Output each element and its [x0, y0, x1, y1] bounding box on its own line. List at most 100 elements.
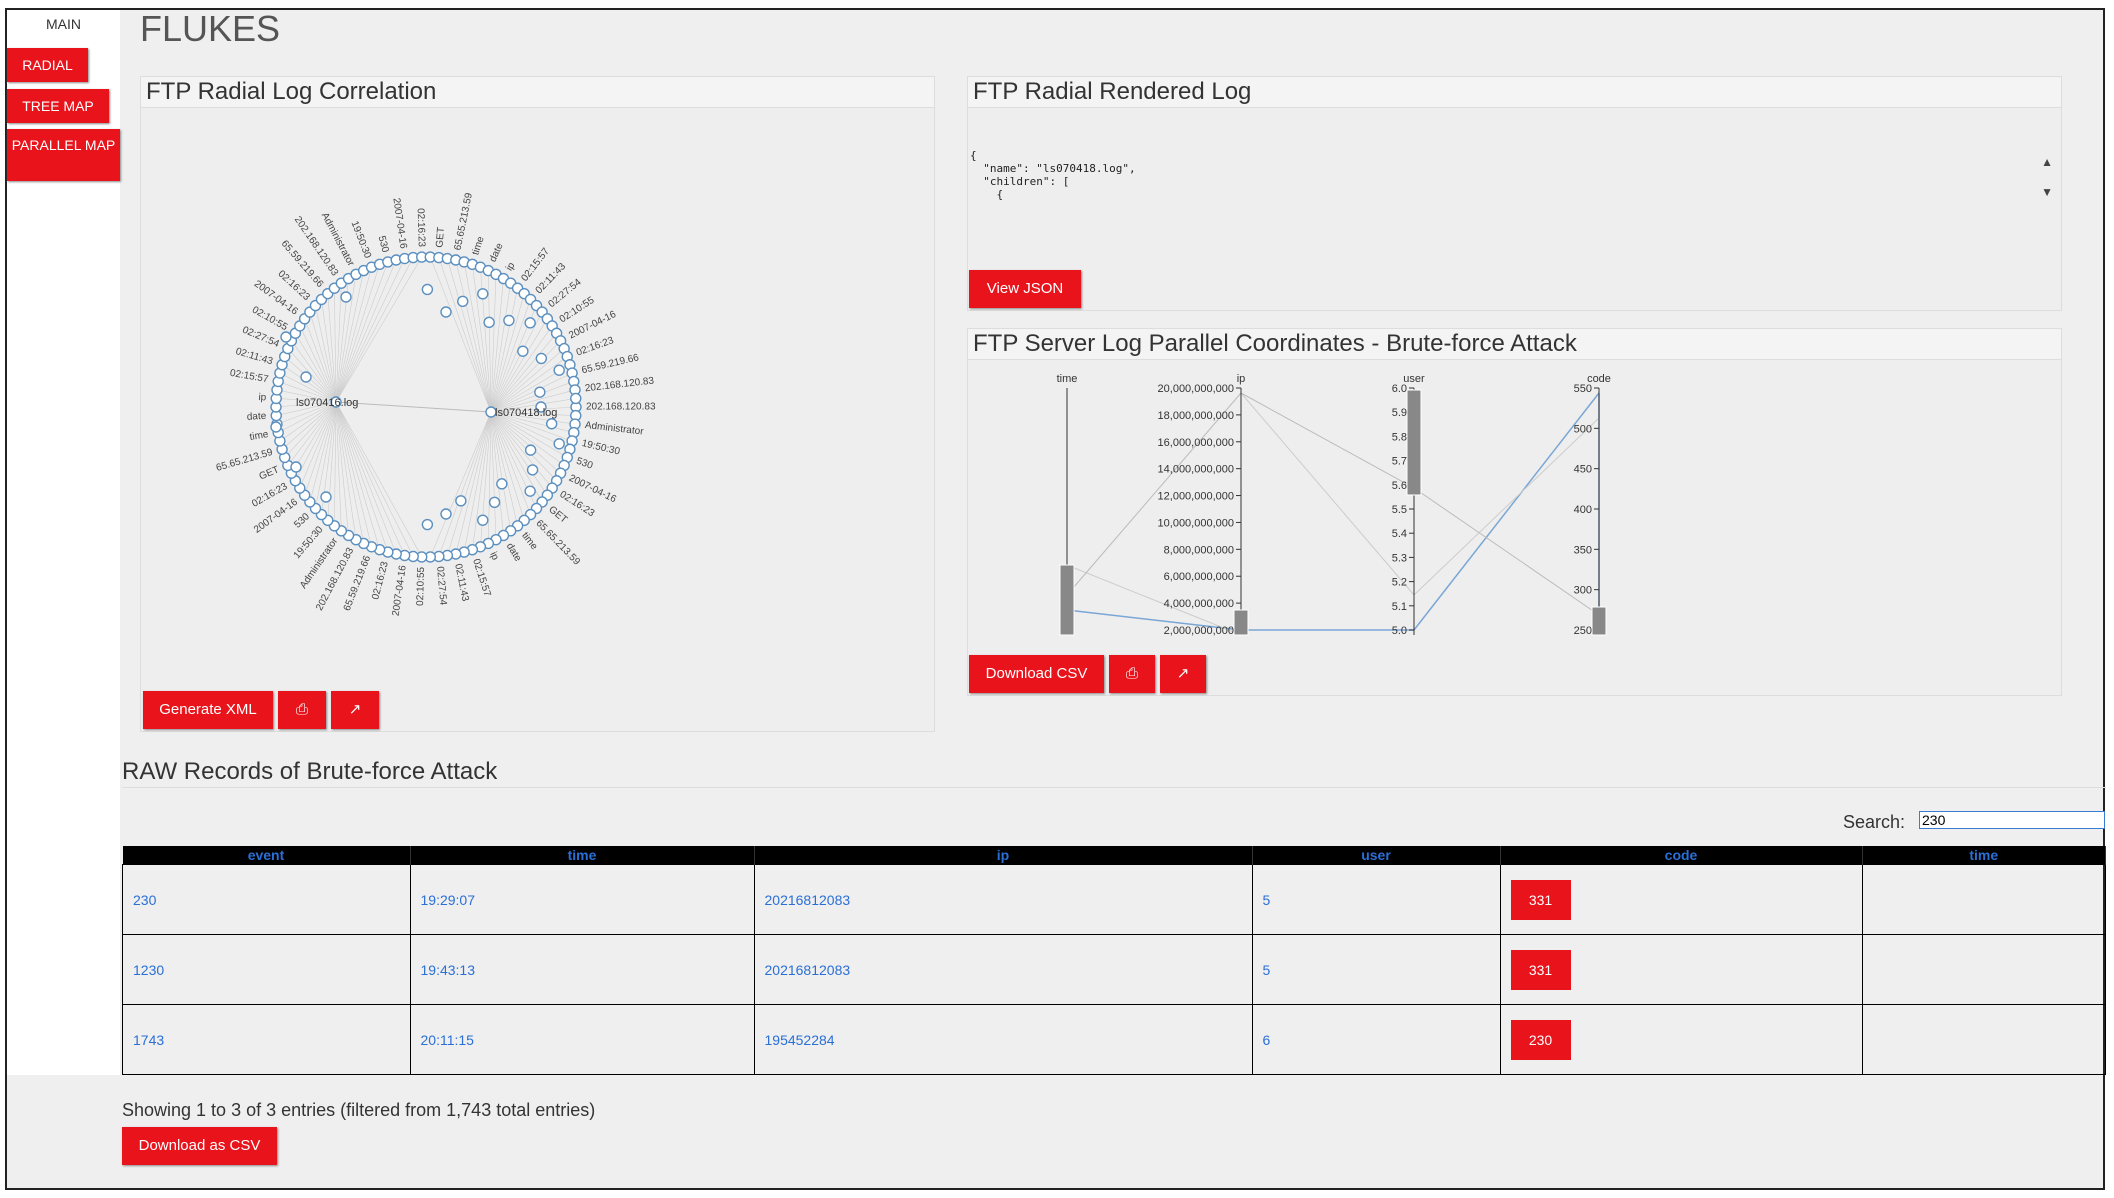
parallel-tick-label: 5.1: [1392, 601, 1407, 613]
radial-node-label: 202.168.120.83: [586, 402, 656, 413]
radial-link: [281, 401, 337, 450]
radial-link: [335, 401, 422, 558]
radial-link: [490, 299, 531, 413]
radial-link: [335, 401, 380, 550]
radial-node-label: 65.65.213.59: [533, 518, 582, 568]
radial-link: [335, 274, 357, 403]
radial-link: [490, 411, 557, 481]
parallel-tick-label: 500: [1574, 423, 1592, 435]
radial-link: [278, 381, 337, 403]
export-button-2[interactable]: ↗: [1160, 655, 1206, 693]
generate-xml-button[interactable]: Generate XML: [143, 691, 273, 729]
radial-node-label: GET: [546, 504, 569, 526]
radial-node-label: time: [470, 235, 486, 257]
parallel-tick-label: 5.5: [1392, 504, 1407, 516]
radial-link: [490, 293, 525, 413]
radial-node: [535, 401, 547, 413]
radial-link: [490, 411, 531, 515]
parallel-tick-label: 250: [1574, 625, 1592, 637]
sidebar-item-radial[interactable]: RADIAL: [7, 48, 88, 82]
radial-link: [334, 401, 337, 526]
code-badge[interactable]: 230: [1510, 1019, 1571, 1060]
radial-node: [534, 386, 546, 398]
parallel-tick-label: 2,000,000,000: [1164, 625, 1234, 637]
radial-tree-chart[interactable]: ls070416.log ls070418.log 202.168.120.83 Ad…: [171, 157, 691, 657]
parallel-tick-label: 6,000,000,000: [1164, 571, 1234, 583]
radial-link: [490, 411, 504, 536]
cell-event: 1230: [122, 934, 411, 1005]
radial-node: [553, 364, 565, 376]
radial-link: [455, 259, 492, 413]
radial-node: [488, 496, 501, 509]
parallel-record-line: [1066, 609, 1242, 631]
cell-code: 331: [1499, 864, 1863, 935]
radial-node-label: Administrator: [584, 420, 644, 438]
radial-link: [472, 411, 492, 550]
radial-link: [490, 411, 511, 531]
radial-link: [490, 274, 497, 413]
radial-link: [327, 293, 337, 403]
radial-link: [490, 411, 561, 474]
column-header-user[interactable]: user: [1252, 846, 1501, 865]
column-header-event[interactable]: event: [122, 846, 411, 865]
radial-link: [455, 411, 492, 555]
download-as-csv-button[interactable]: Download as CSV: [122, 1127, 277, 1165]
scroll-up-icon[interactable]: ▲: [2041, 155, 2053, 169]
radial-link: [334, 288, 337, 403]
radial-link: [490, 398, 576, 413]
sidebar-item-parallel-map[interactable]: PARALLEL MAP: [7, 129, 120, 181]
radial-node: [440, 508, 452, 520]
radial-link: [472, 264, 492, 413]
parallel-axis-label: code: [1587, 373, 1611, 385]
radial-node: [421, 283, 434, 296]
radial-link: [335, 261, 389, 403]
radial-node: [524, 317, 536, 329]
radial-link: [335, 401, 342, 531]
radial-link: [438, 257, 492, 413]
search-input[interactable]: [1919, 811, 2105, 829]
parallel-tick-label: 5.2: [1392, 577, 1407, 589]
parallel-tick-label: 14,000,000,000: [1158, 464, 1234, 476]
cell-empty: [1861, 864, 2106, 935]
column-header-time-2[interactable]: time: [1862, 846, 2106, 865]
parallel-tick-label: 550: [1574, 383, 1592, 395]
radial-node: [545, 418, 558, 430]
radial-node-label: ip: [487, 550, 500, 562]
radial-node-label: 530: [575, 456, 595, 472]
parallel-panel: FTP Server Log Parallel Coordinates - Br…: [967, 328, 2062, 696]
cell-code: 230: [1499, 1004, 1863, 1075]
radial-node-label: date: [247, 411, 267, 423]
raw-records-title: RAW Records of Brute-force Attack: [122, 757, 2106, 788]
print-button[interactable]: ⎙: [278, 691, 326, 729]
sidebar-item-tree-map[interactable]: TREE MAP: [7, 89, 109, 123]
radial-node-label: ip: [504, 260, 518, 273]
radial-node-label: ip: [258, 392, 267, 403]
cell-ip: 20216812083: [753, 934, 1253, 1005]
cell-ip: 20216812083: [753, 864, 1253, 935]
column-header-ip[interactable]: ip: [754, 846, 1253, 865]
radial-link: [321, 299, 337, 403]
raw-records-table: event time ip user code time 230 19:29:0…: [122, 846, 2106, 1075]
parallel-tick-label: 4,000,000,000: [1164, 598, 1234, 610]
view-json-button[interactable]: View JSON: [969, 270, 1081, 308]
json-preview: { "name": "ls070418.log", "children": [ …: [970, 149, 1136, 201]
download-csv-button[interactable]: Download CSV: [969, 655, 1104, 693]
radial-panel-title: FTP Radial Log Correlation: [141, 77, 934, 108]
column-header-code[interactable]: code: [1500, 846, 1863, 865]
app-title: FLUKES: [140, 8, 281, 49]
print-button-2[interactable]: ⎙: [1109, 655, 1155, 693]
table-row: 1743 20:11:15 195452284 6 230: [122, 1004, 2106, 1075]
radial-node: [496, 478, 508, 490]
column-header-time[interactable]: time: [410, 846, 755, 865]
parallel-record-line: [1066, 564, 1242, 636]
radial-node-label: GET: [258, 464, 281, 482]
export-button[interactable]: ↗: [331, 691, 379, 729]
scroll-down-icon[interactable]: ▼: [2041, 185, 2053, 199]
radial-link: [490, 411, 574, 433]
parallel-record-line: [1066, 392, 1242, 596]
radial-node-label: 02:27:54: [241, 325, 282, 350]
code-badge[interactable]: 331: [1510, 949, 1571, 990]
code-badge[interactable]: 331: [1510, 879, 1571, 920]
radial-link: [284, 401, 337, 458]
